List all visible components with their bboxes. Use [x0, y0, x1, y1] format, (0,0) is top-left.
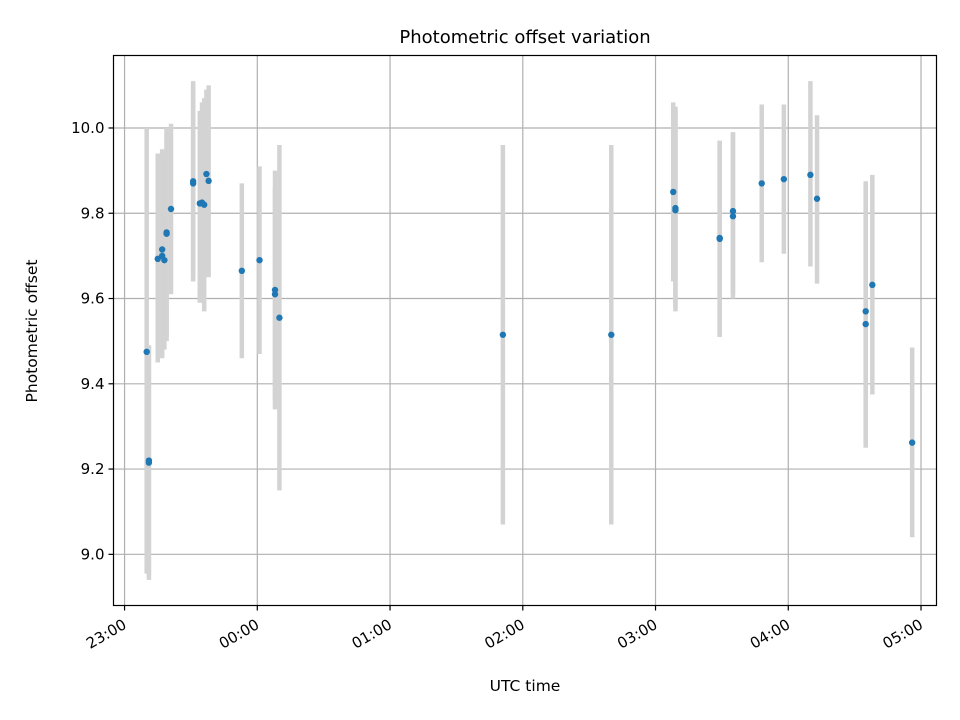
y-axis-label: Photometric offset: [23, 260, 41, 403]
grid: [113, 55, 937, 606]
data-point: [161, 256, 168, 264]
data-point: [256, 256, 263, 264]
data-point: [729, 207, 737, 215]
data-point: [158, 246, 166, 253]
chart-title: Photometric offset variation: [399, 27, 650, 48]
data-point: [758, 180, 765, 187]
data-point: [807, 171, 814, 179]
data-point: [716, 235, 723, 243]
data-point: [205, 177, 212, 185]
y-tick-label: 9.0: [81, 545, 105, 563]
data-point: [862, 320, 869, 328]
y-tick-label: 9.8: [81, 204, 105, 222]
data-point: [201, 201, 208, 208]
x-tick-label: 01:00: [349, 615, 395, 652]
data-point: [167, 205, 175, 213]
x-tick-label: 04:00: [747, 615, 793, 652]
data-point: [670, 188, 677, 196]
x-tick-label: 00:00: [216, 615, 262, 652]
y-tick-label: 9.4: [81, 375, 105, 393]
data-point: [189, 178, 197, 185]
x-axis-label: UTC time: [490, 677, 561, 695]
data-point: [780, 175, 788, 183]
x-tick-label: 23:00: [83, 615, 129, 652]
y-tick-label: 9.2: [81, 460, 105, 478]
x-tick-label: 02:00: [481, 615, 527, 652]
data-point: [143, 348, 150, 356]
data-point: [908, 439, 916, 446]
y-tick-label: 9.6: [81, 290, 105, 308]
plot-frame: [112, 54, 938, 607]
y-tick-label: 10.0: [71, 119, 104, 137]
data-point: [238, 267, 246, 275]
data-point: [499, 331, 507, 338]
data-point: [145, 457, 153, 464]
data-point: [862, 308, 869, 315]
data-point: [271, 286, 279, 294]
x-axis: 23:00 00:00 01:00 02:00 03:00 04:00 05:00: [83, 605, 926, 653]
data-point: [203, 170, 210, 178]
data-point: [163, 230, 170, 237]
data-point: [813, 195, 821, 202]
y-axis: 9.0 9.2 9.4 9.6 9.8 10.0: [71, 119, 114, 563]
x-tick-label: 05:00: [880, 615, 926, 652]
errorbars: [144, 81, 915, 580]
data-point: [869, 281, 876, 289]
data-point: [276, 314, 283, 321]
data-point: [672, 207, 679, 214]
data-point: [729, 213, 737, 220]
data-points: [143, 170, 916, 466]
x-tick-label: 03:00: [614, 615, 660, 652]
data-point: [608, 331, 615, 338]
